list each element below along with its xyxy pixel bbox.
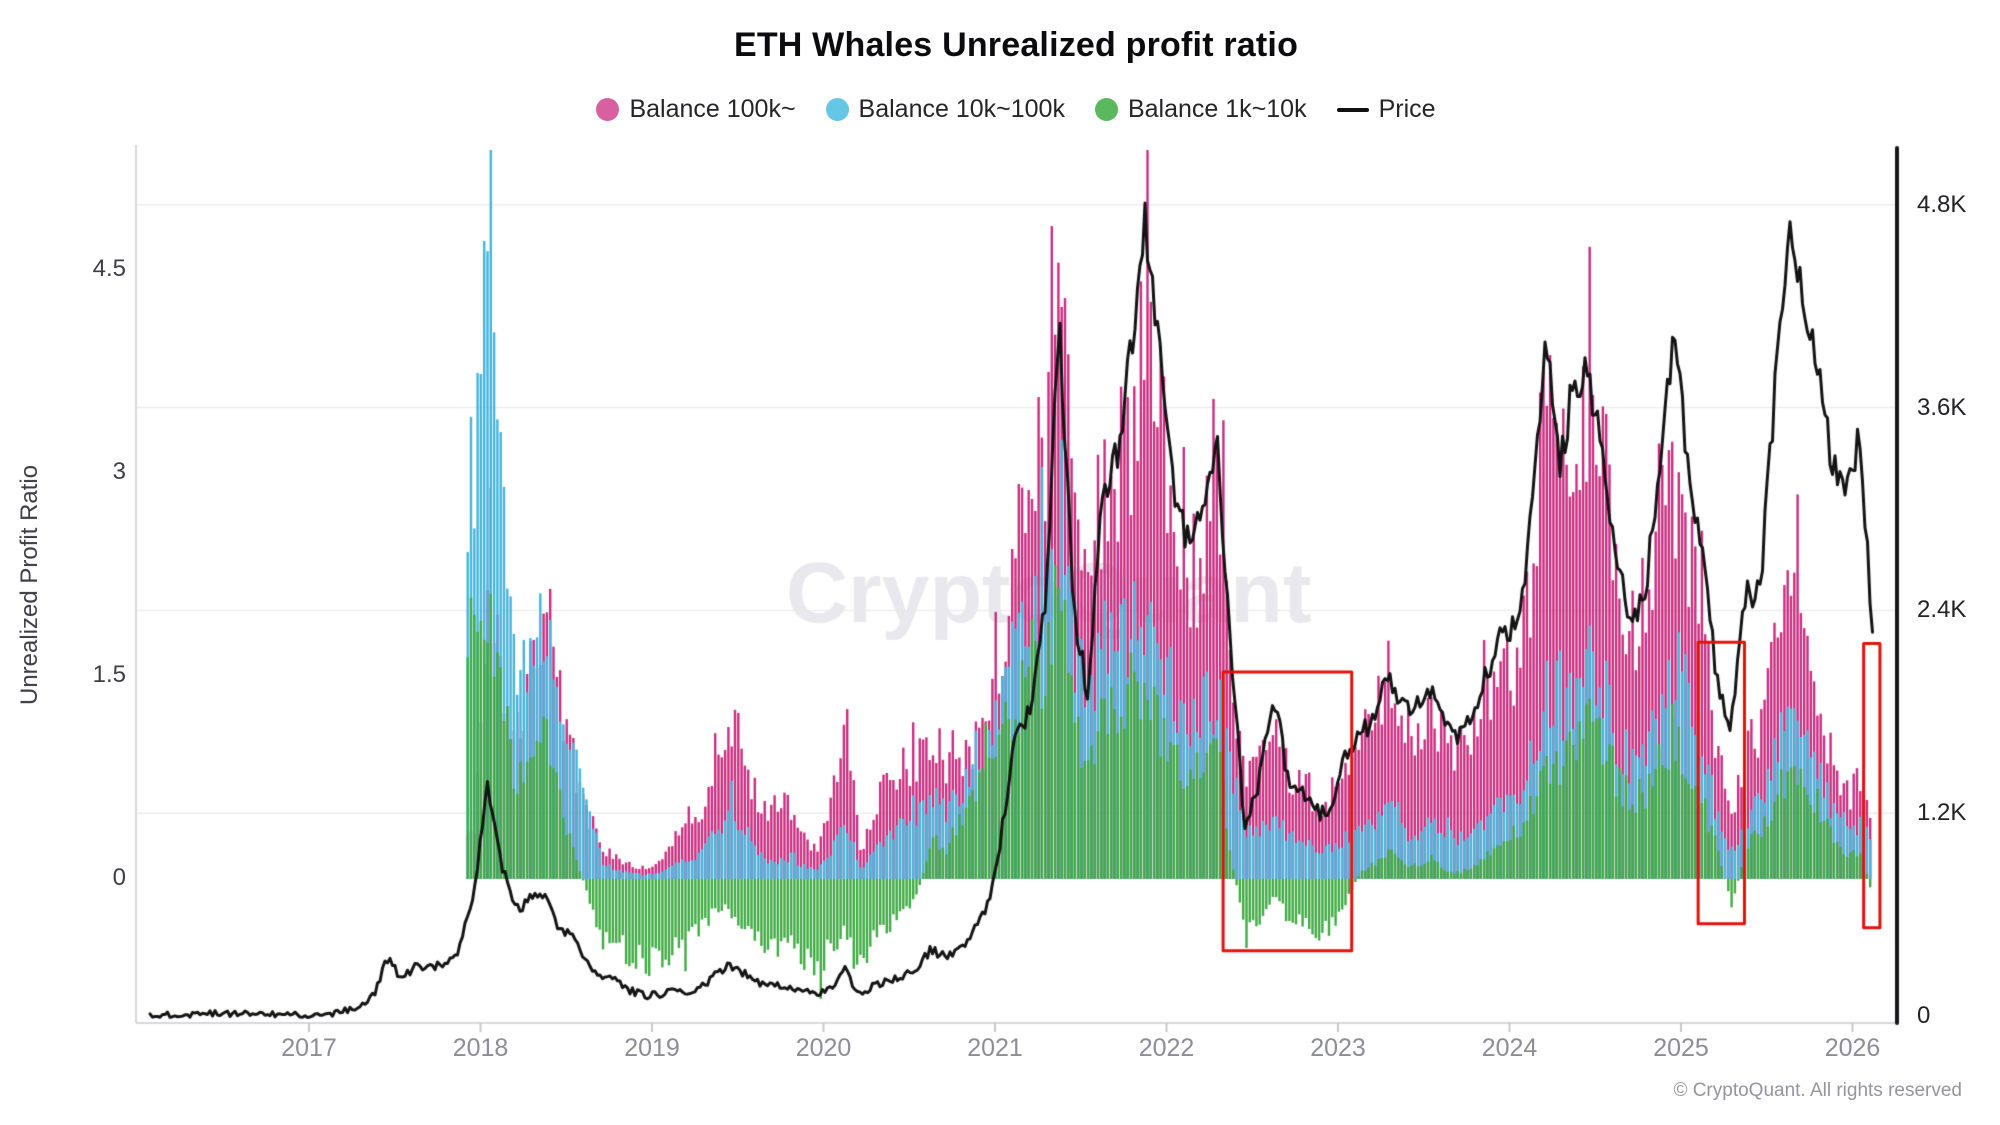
legend-dot-icon <box>596 98 620 121</box>
legend-label: Balance 100k~ <box>629 95 796 123</box>
legend-item-1[interactable]: Balance 10k~100k <box>825 95 1065 124</box>
x-axis-tick: 2019 <box>624 1034 680 1062</box>
x-axis-tick: 2025 <box>1653 1034 1709 1062</box>
x-axis-tick: 2021 <box>967 1034 1023 1062</box>
copyright-note: © CryptoQuant. All rights reserved <box>1673 1080 1962 1101</box>
x-axis-tick: 2017 <box>281 1034 337 1062</box>
right-axis-tick: 1.2K <box>1917 799 1967 827</box>
x-axis-tick: 2026 <box>1824 1034 1881 1062</box>
x-axis-tick: 2022 <box>1138 1034 1195 1062</box>
legend-dot-icon <box>825 98 849 121</box>
legend: Balance 100k~ Balance 10k~100k Balance 1k~… <box>0 95 2000 124</box>
legend-item-2[interactable]: Balance 1k~10k <box>1094 95 1307 124</box>
legend-label: Price <box>1378 95 1436 123</box>
left-axis-tick: 0 <box>112 864 126 891</box>
x-axis-tick: 2018 <box>452 1034 509 1062</box>
right-axis-tick: 2.4K <box>1917 596 1967 624</box>
right-axis-tick: 3.6K <box>1917 393 1967 421</box>
x-axis-tick: 2024 <box>1481 1034 1538 1062</box>
right-axis-tick: 4.8K <box>1917 190 1967 218</box>
legend-line-icon <box>1336 107 1369 112</box>
legend-dot-icon <box>1094 98 1118 121</box>
legend-label: Balance 10k~100k <box>858 95 1065 123</box>
x-axis-tick: 2023 <box>1310 1034 1366 1062</box>
legend-label: Balance 1k~10k <box>1127 95 1307 123</box>
right-axis-tick: 0 <box>1917 1002 1931 1029</box>
legend-item-3[interactable]: Price <box>1336 95 1436 124</box>
left-axis-tick: 3 <box>112 458 126 486</box>
page-title: ETH Whales Unrealized profit ratio <box>733 26 1299 64</box>
legend-item-0[interactable]: Balance 100k~ <box>596 95 796 124</box>
left-axis-tick: 1.5 <box>92 661 126 689</box>
left-axis-tick: 4.5 <box>92 255 126 283</box>
x-axis-tick: 2020 <box>795 1034 852 1062</box>
